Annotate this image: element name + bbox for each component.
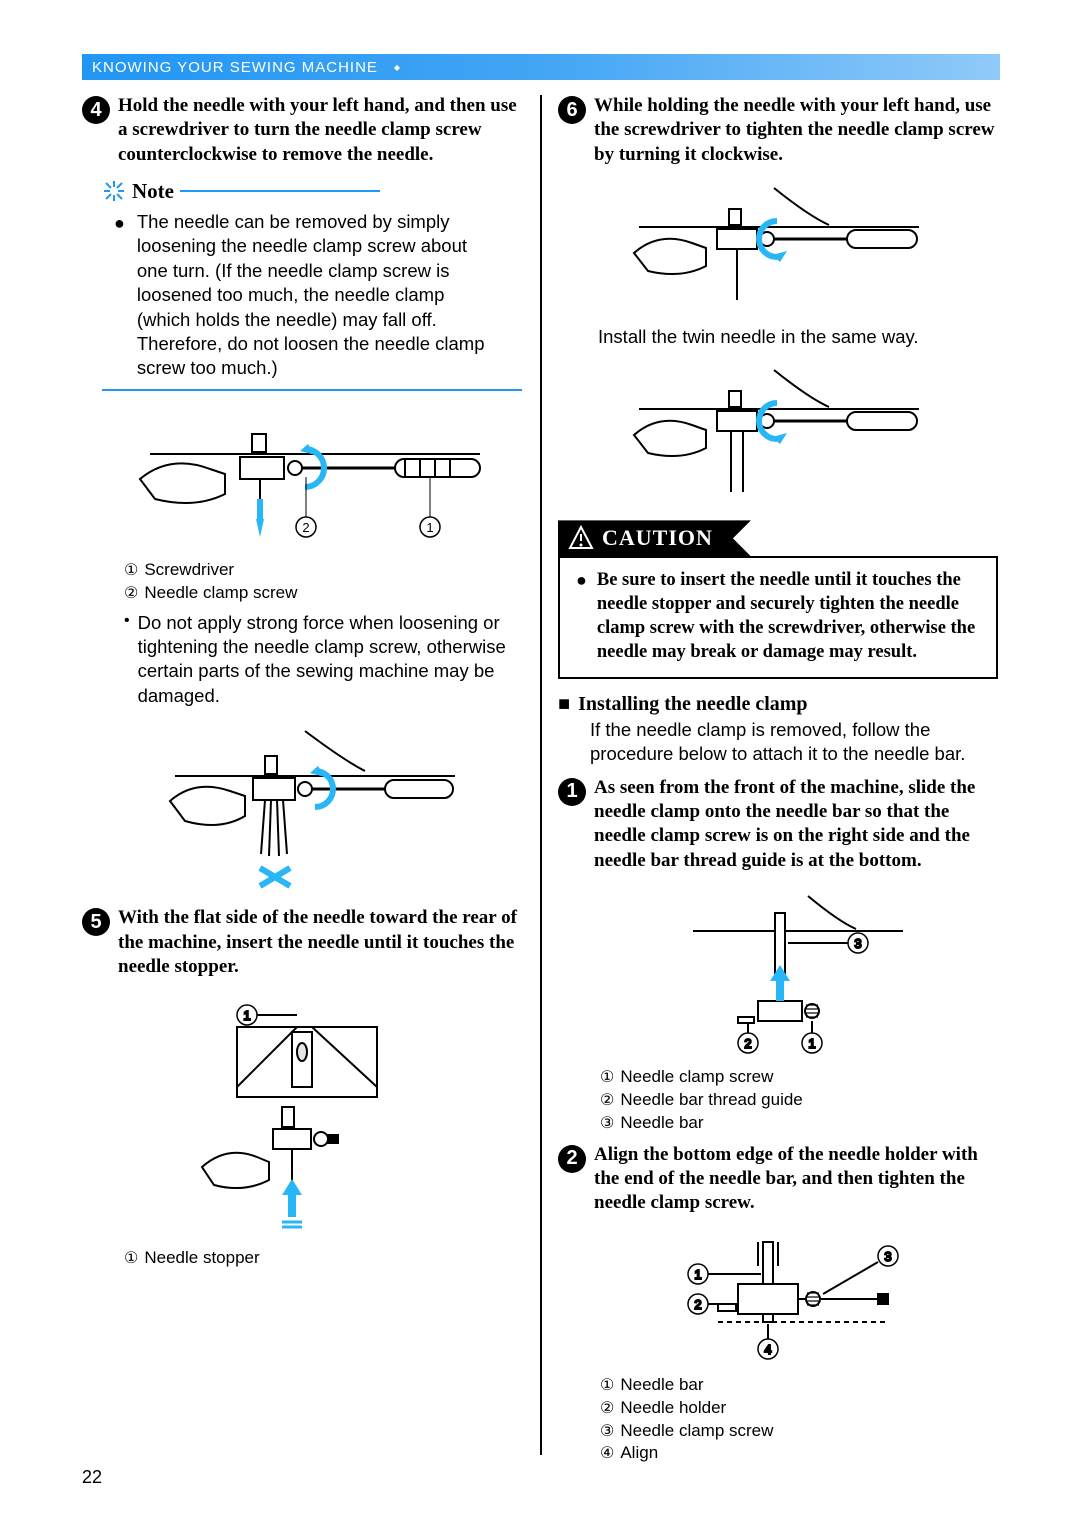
svg-text:2: 2 (694, 1297, 701, 1312)
clamp-step-number-1: 1 (558, 778, 586, 806)
illustration-remove-needle: 2 1 (130, 409, 500, 549)
legend-1: ①Screwdriver ②Needle clamp screw (124, 559, 522, 605)
illustration-tighten (594, 185, 964, 315)
sub-note-force: • Do not apply strong force when looseni… (124, 611, 522, 709)
svg-text:3: 3 (854, 936, 861, 951)
illustration-twin (594, 367, 964, 502)
legend-clamp-1: ①Needle clamp screw ②Needle bar thread g… (600, 1066, 998, 1135)
svg-text:2: 2 (302, 520, 309, 535)
step-5-text: With the flat side of the needle toward … (118, 906, 522, 979)
legend-clamp-2: ①Needle bar ②Needle holder ③Needle clamp… (600, 1374, 998, 1466)
caution-banner: CAUTION (558, 520, 998, 556)
note-burst-icon (102, 179, 126, 203)
note-text: The needle can be removed by simply loos… (137, 210, 487, 381)
page-number: 22 (82, 1467, 102, 1488)
note-title: Note (132, 179, 174, 204)
step-4-text: Hold the needle with your left hand, and… (118, 94, 522, 167)
step-6-text: While holding the needle with your left … (594, 94, 998, 167)
section-header-text: KNOWING YOUR SEWING MACHINE (92, 59, 378, 76)
step-5: 5 With the flat side of the needle towar… (82, 906, 522, 979)
svg-text:1: 1 (426, 520, 433, 535)
svg-text:1: 1 (808, 1036, 815, 1051)
caution-text: Be sure to insert the needle until it to… (597, 568, 984, 664)
caution-label: CAUTION (602, 525, 713, 551)
svg-text:1: 1 (694, 1267, 701, 1282)
svg-text:3: 3 (884, 1249, 891, 1264)
svg-text:4: 4 (764, 1342, 771, 1357)
step-number-5: 5 (82, 908, 110, 936)
step-number-6: 6 (558, 96, 586, 124)
illustration-clamp-align: 1 2 3 4 (658, 1234, 928, 1364)
clamp-step-1-text: As seen from the front of the machine, s… (594, 776, 998, 873)
illustration-clamp-slide: 3 2 1 (668, 891, 928, 1056)
step-6: 6 While holding the needle with your lef… (558, 94, 998, 167)
right-column: 6 While holding the needle with your lef… (558, 94, 998, 1465)
warning-icon (568, 525, 594, 551)
illustration-no-force (130, 726, 500, 896)
clamp-step-2-text: Align the bottom edge of the needle hold… (594, 1143, 998, 1216)
svg-text:2: 2 (744, 1036, 751, 1051)
left-column: 4 Hold the needle with your left hand, a… (82, 94, 522, 1465)
clamp-step-2: 2 Align the bottom edge of the needle ho… (558, 1143, 998, 1216)
section-header: KNOWING YOUR SEWING MACHINE ◆ (82, 54, 1000, 80)
sub-heading-install-clamp: ■ Installing the needle clamp (558, 693, 998, 716)
legend-2: ①Needle stopper (124, 1247, 522, 1270)
step-number-4: 4 (82, 96, 110, 124)
sub-desc: If the needle clamp is removed, follow t… (590, 718, 998, 766)
twin-needle-note: Install the twin needle in the same way. (598, 325, 998, 349)
caution-box: ● Be sure to insert the needle until it … (558, 556, 998, 678)
illustration-insert-needle: 1 (182, 997, 442, 1237)
step-4: 4 Hold the needle with your left hand, a… (82, 94, 522, 167)
note-block: Note ● The needle can be removed by simp… (102, 179, 522, 391)
clamp-step-1: 1 As seen from the front of the machine,… (558, 776, 998, 873)
clamp-step-number-2: 2 (558, 1145, 586, 1173)
column-divider (540, 95, 542, 1455)
svg-text:1: 1 (243, 1008, 250, 1023)
